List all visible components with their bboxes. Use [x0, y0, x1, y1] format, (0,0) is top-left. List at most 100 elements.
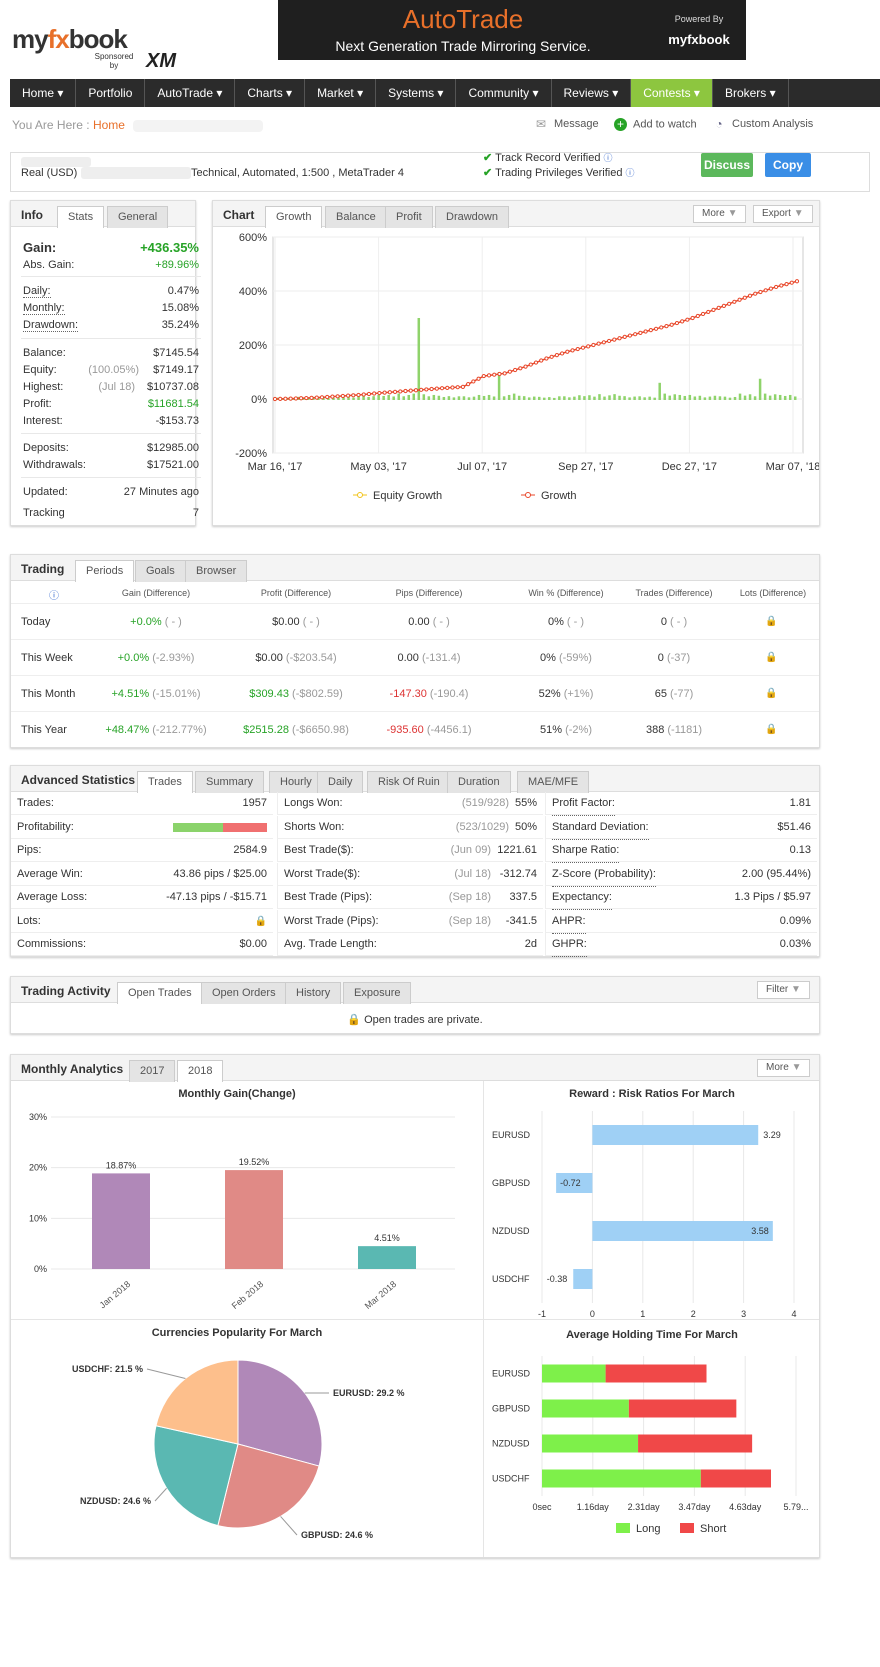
short-bar[interactable]: [700, 1469, 771, 1488]
growth-point[interactable]: [617, 336, 622, 341]
growth-point[interactable]: [513, 367, 518, 373]
monthly-more-dropdown[interactable]: More ▼: [757, 1059, 811, 1077]
growth-point[interactable]: [278, 396, 283, 401]
growth-point[interactable]: [392, 389, 398, 394]
short-bar[interactable]: [638, 1434, 753, 1453]
growth-point[interactable]: [471, 379, 476, 384]
tab-history[interactable]: History: [285, 982, 342, 1004]
legend-short[interactable]: Short: [700, 1523, 726, 1535]
growth-point[interactable]: [653, 326, 659, 331]
growth-point[interactable]: [439, 386, 445, 391]
monthly-gain-chart[interactable]: Monthly Gain(Change) 30% 20% 10% 0% 18.87% Jan…: [11, 1081, 483, 1319]
growth-point[interactable]: [674, 320, 680, 326]
currencies-popularity-chart[interactable]: Currencies Popularity For March EURUSD: 2…: [11, 1320, 483, 1557]
growth-point[interactable]: [580, 345, 586, 350]
tab-growth[interactable]: Growth: [265, 206, 323, 228]
growth-point[interactable]: [340, 393, 345, 399]
tab-summary[interactable]: Summary: [195, 771, 265, 793]
growth-point[interactable]: [669, 322, 674, 327]
growth-point[interactable]: [518, 366, 523, 371]
growth-point[interactable]: [539, 358, 544, 363]
long-bar[interactable]: [542, 1469, 701, 1488]
ratio-bar[interactable]: [573, 1269, 593, 1289]
tab-hourly[interactable]: Hourly: [269, 771, 323, 793]
growth-point[interactable]: [476, 376, 481, 381]
nav-market[interactable]: Market ▾: [305, 79, 377, 107]
ratio-bar[interactable]: [592, 1221, 773, 1241]
legend-growth[interactable]: Growth: [541, 490, 576, 502]
growth-point[interactable]: [659, 325, 664, 330]
help-icon[interactable]: ⓘ: [625, 168, 635, 178]
tab-balance[interactable]: Balance: [325, 206, 387, 228]
growth-point[interactable]: [377, 390, 382, 396]
growth-point[interactable]: [560, 351, 565, 356]
growth-point[interactable]: [732, 299, 737, 304]
growth-point[interactable]: [622, 334, 627, 340]
growth-point[interactable]: [398, 389, 403, 394]
growth-point[interactable]: [314, 395, 319, 400]
growth-point[interactable]: [601, 340, 606, 345]
add-to-watch-link[interactable]: + Add to watch: [614, 118, 697, 131]
growth-point[interactable]: [544, 356, 549, 361]
growth-point[interactable]: [737, 297, 742, 302]
growth-point[interactable]: [596, 341, 601, 346]
growth-point[interactable]: [481, 373, 486, 379]
growth-point[interactable]: [779, 283, 784, 288]
monthly-gain-bar[interactable]: [358, 1246, 416, 1269]
monthly-gain-bar[interactable]: [225, 1170, 283, 1269]
growth-point[interactable]: [638, 330, 643, 335]
growth-point[interactable]: [460, 384, 466, 389]
growth-point[interactable]: [309, 395, 314, 400]
growth-point[interactable]: [466, 382, 471, 387]
growth-point[interactable]: [690, 315, 695, 321]
growth-point[interactable]: [304, 395, 309, 401]
growth-point[interactable]: [727, 301, 732, 306]
growth-point[interactable]: [711, 307, 716, 313]
growth-point[interactable]: [774, 284, 779, 290]
nav-charts[interactable]: Charts ▾: [235, 79, 306, 107]
growth-point[interactable]: [721, 303, 727, 308]
tab-exposure[interactable]: Exposure: [343, 982, 412, 1004]
help-icon[interactable]: ⓘ: [603, 153, 613, 163]
legend-equity-growth[interactable]: Equity Growth: [373, 490, 442, 502]
growth-point[interactable]: [716, 305, 721, 310]
growth-point[interactable]: [747, 293, 753, 298]
tab-drawdown[interactable]: Drawdown: [435, 206, 509, 228]
growth-point[interactable]: [591, 342, 596, 348]
short-bar[interactable]: [628, 1399, 737, 1418]
growth-point[interactable]: [507, 369, 512, 374]
growth-point[interactable]: [455, 385, 460, 390]
copy-button[interactable]: Copy: [765, 153, 811, 177]
growth-point[interactable]: [293, 396, 298, 401]
ratio-bar[interactable]: [556, 1173, 593, 1193]
growth-point[interactable]: [606, 338, 612, 344]
tab-trades[interactable]: Trades: [137, 771, 193, 793]
growth-point[interactable]: [763, 288, 768, 293]
pie-slice[interactable]: [237, 1359, 323, 1467]
growth-point[interactable]: [706, 309, 711, 315]
tab-daily[interactable]: Daily: [317, 771, 364, 793]
growth-point[interactable]: [434, 386, 439, 391]
growth-point[interactable]: [330, 394, 335, 399]
help-icon[interactable]: ⓘ: [49, 591, 59, 602]
growth-point[interactable]: [528, 362, 533, 367]
growth-point[interactable]: [565, 349, 570, 354]
growth-point[interactable]: [685, 317, 690, 322]
tab-periods[interactable]: Periods: [75, 560, 135, 582]
growth-point[interactable]: [429, 386, 434, 392]
growth-point[interactable]: [664, 324, 669, 329]
growth-point[interactable]: [366, 391, 372, 397]
nav-portfolio[interactable]: Portfolio: [76, 79, 146, 107]
growth-chart[interactable]: 600% 400% 200% 0% -200%Mar 16, '17 May 03, '1…: [213, 227, 819, 525]
custom-analysis-link[interactable]: ◔ Custom Analysis: [712, 118, 813, 130]
growth-point[interactable]: [356, 392, 361, 398]
tab-2018[interactable]: 2018: [177, 1060, 224, 1082]
growth-point[interactable]: [586, 344, 591, 349]
growth-point[interactable]: [272, 396, 278, 402]
growth-point[interactable]: [742, 295, 747, 300]
nav-community[interactable]: Community ▾: [456, 79, 552, 107]
growth-point[interactable]: [612, 337, 617, 342]
message-link[interactable]: ✉ Message: [534, 118, 599, 130]
growth-point[interactable]: [633, 332, 638, 337]
growth-point[interactable]: [372, 391, 377, 396]
